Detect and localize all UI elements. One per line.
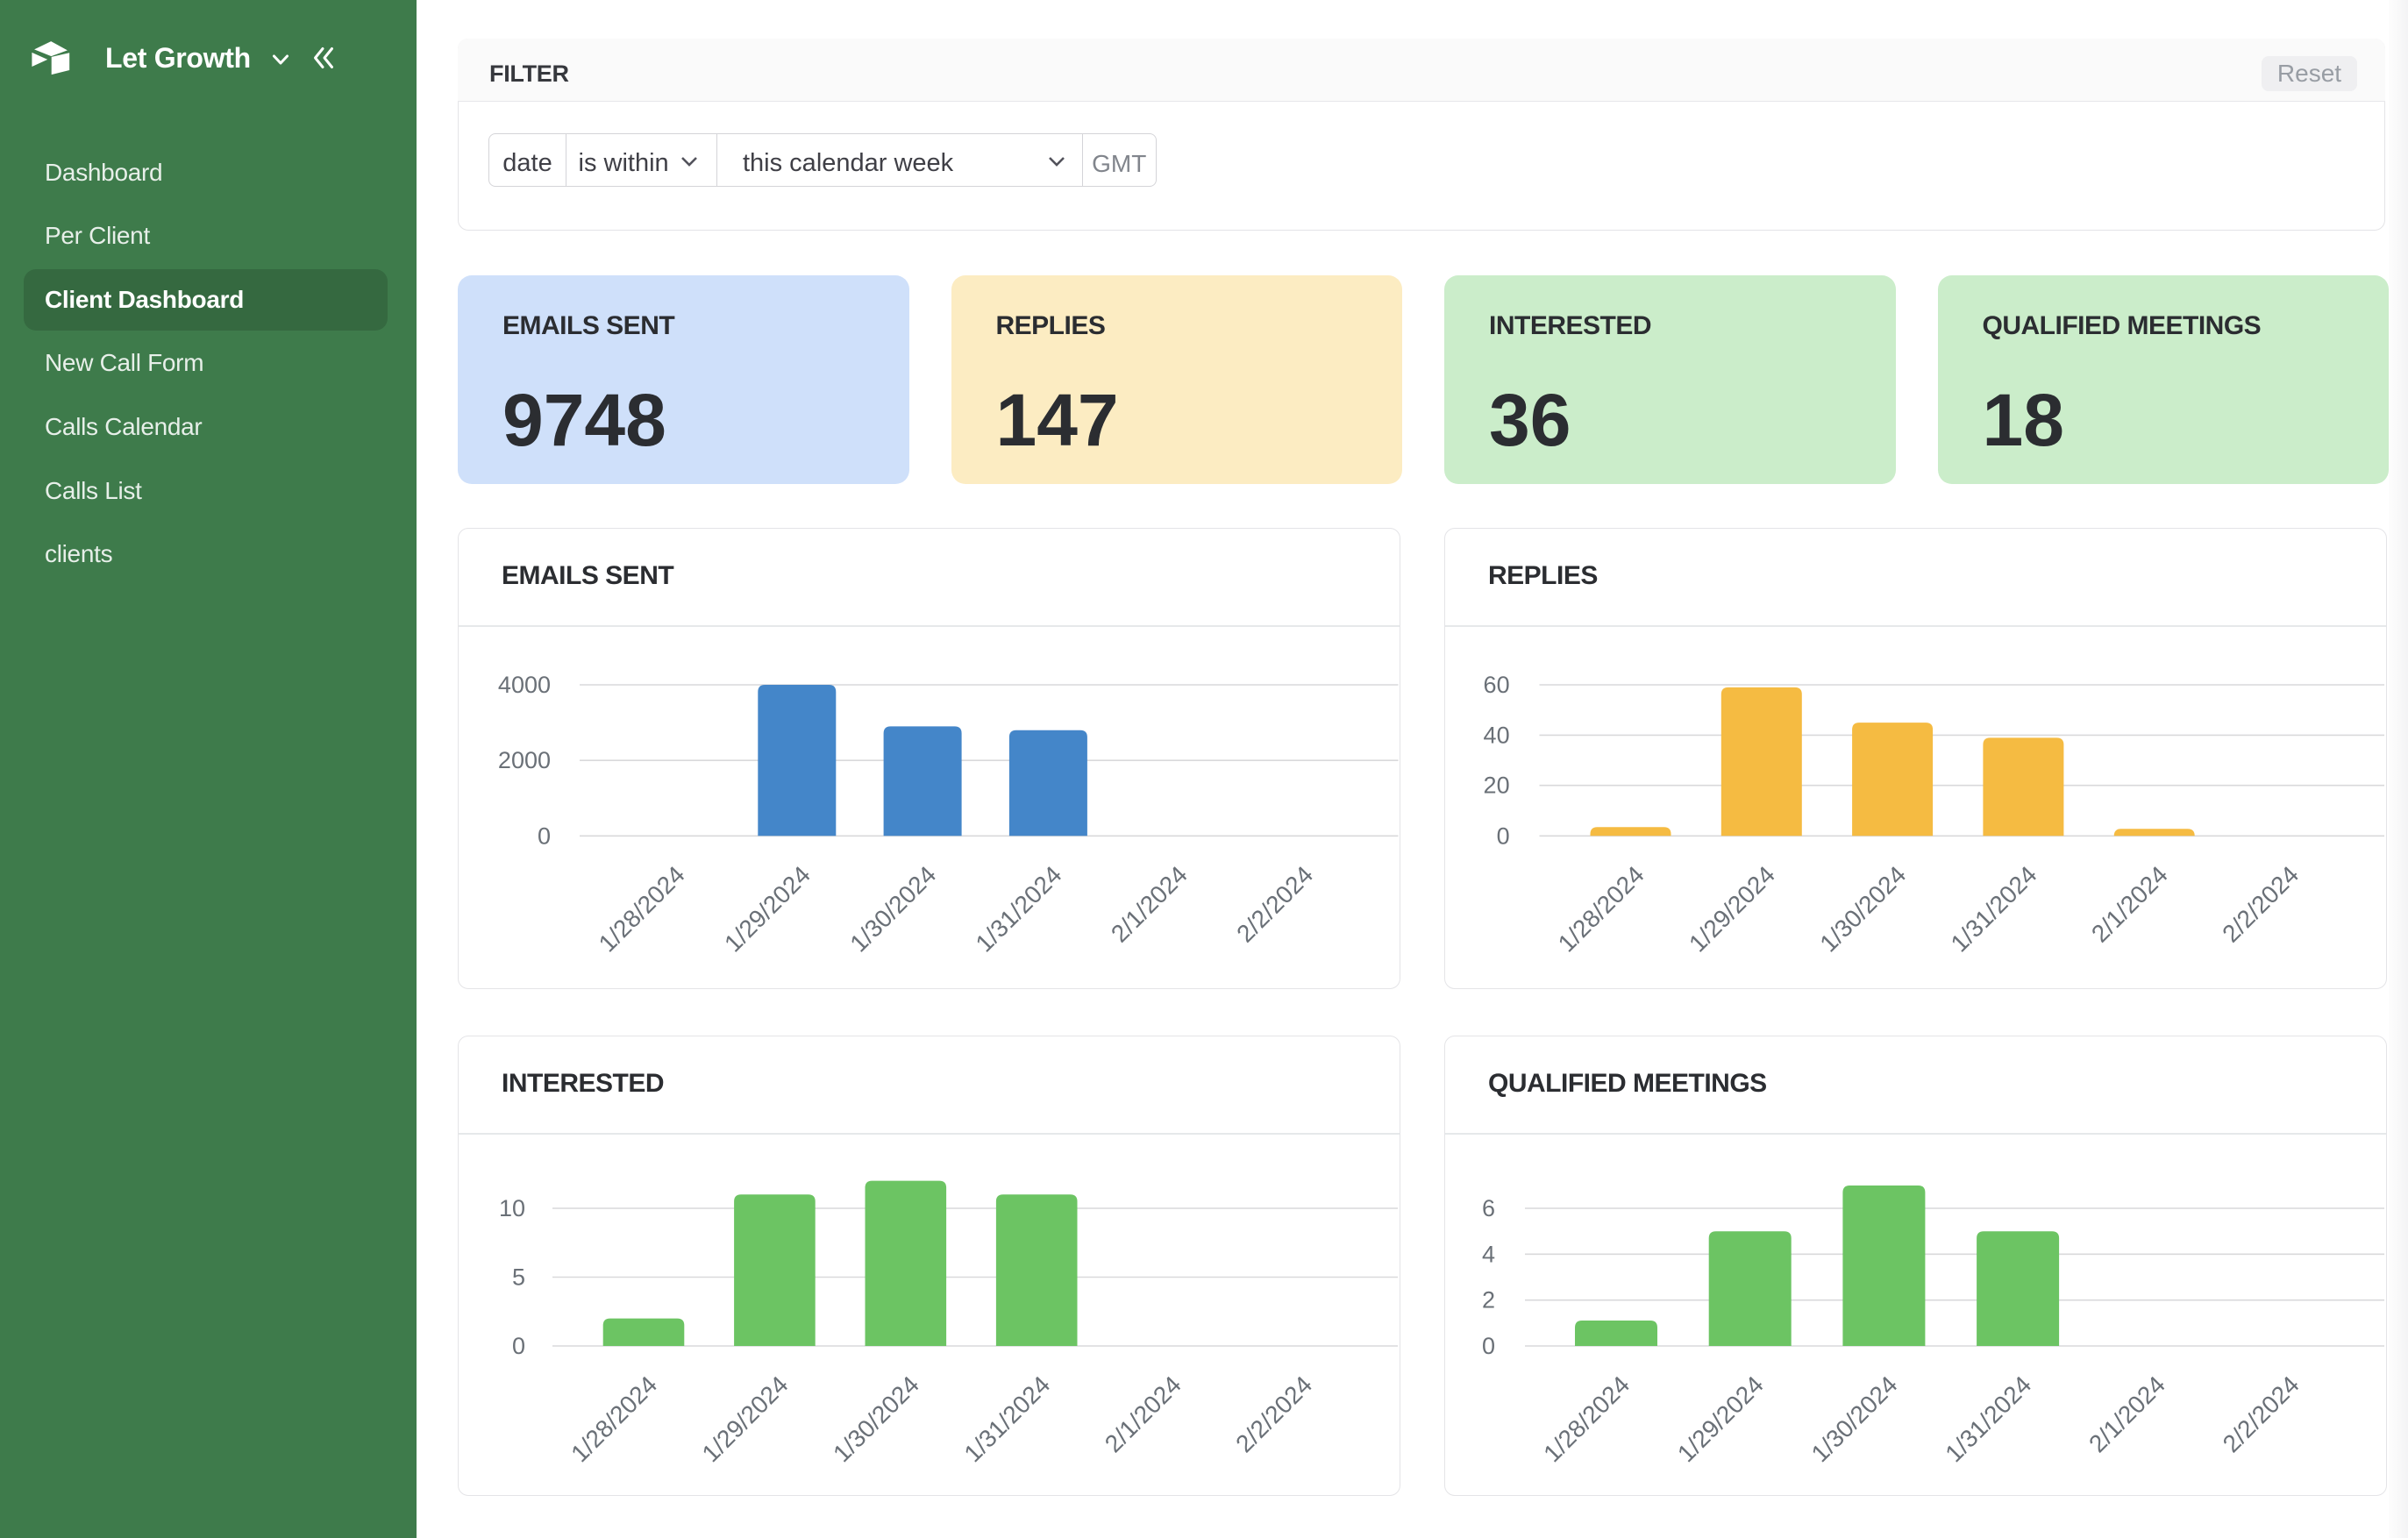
svg-text:1/29/2024: 1/29/2024	[719, 861, 816, 958]
svg-text:1/30/2024: 1/30/2024	[828, 1371, 924, 1467]
svg-text:1/29/2024: 1/29/2024	[1684, 861, 1780, 958]
svg-text:1/30/2024: 1/30/2024	[1814, 861, 1911, 958]
svg-text:10: 10	[499, 1195, 525, 1221]
svg-text:1/28/2024: 1/28/2024	[594, 861, 690, 958]
svg-text:2000: 2000	[498, 747, 551, 773]
svg-text:60: 60	[1484, 672, 1510, 698]
svg-text:2/2/2024: 2/2/2024	[1231, 861, 1318, 948]
svg-text:0: 0	[538, 822, 551, 849]
svg-text:2/1/2024: 2/1/2024	[2086, 861, 2173, 948]
svg-text:2/1/2024: 2/1/2024	[1106, 861, 1193, 948]
svg-text:0: 0	[1482, 1333, 1495, 1359]
svg-text:1/31/2024: 1/31/2024	[1940, 1371, 2036, 1467]
svg-text:1/28/2024: 1/28/2024	[566, 1371, 662, 1467]
svg-text:4: 4	[1482, 1241, 1495, 1267]
svg-text:1/28/2024: 1/28/2024	[1538, 1371, 1635, 1467]
svg-text:1/29/2024: 1/29/2024	[1672, 1371, 1769, 1467]
svg-text:1/29/2024: 1/29/2024	[697, 1371, 794, 1467]
svg-text:0: 0	[512, 1333, 525, 1359]
svg-text:40: 40	[1484, 722, 1510, 748]
svg-text:4000: 4000	[498, 672, 551, 698]
svg-text:2/2/2024: 2/2/2024	[1230, 1371, 1317, 1457]
svg-text:0: 0	[1497, 822, 1510, 849]
svg-text:1/28/2024: 1/28/2024	[1553, 861, 1649, 958]
svg-text:20: 20	[1484, 773, 1510, 799]
svg-text:2: 2	[1482, 1287, 1495, 1314]
svg-text:2/1/2024: 2/1/2024	[2084, 1371, 2170, 1457]
svg-text:2/2/2024: 2/2/2024	[2217, 861, 2304, 948]
svg-text:2/1/2024: 2/1/2024	[1100, 1371, 1186, 1457]
svg-text:5: 5	[512, 1264, 525, 1291]
svg-text:1/31/2024: 1/31/2024	[971, 861, 1067, 958]
svg-text:6: 6	[1482, 1195, 1495, 1221]
svg-text:1/30/2024: 1/30/2024	[844, 861, 941, 958]
svg-text:1/30/2024: 1/30/2024	[1806, 1371, 1903, 1467]
svg-text:2/2/2024: 2/2/2024	[2218, 1371, 2305, 1457]
svg-text:1/31/2024: 1/31/2024	[958, 1371, 1055, 1467]
svg-text:1/31/2024: 1/31/2024	[1946, 861, 2042, 958]
